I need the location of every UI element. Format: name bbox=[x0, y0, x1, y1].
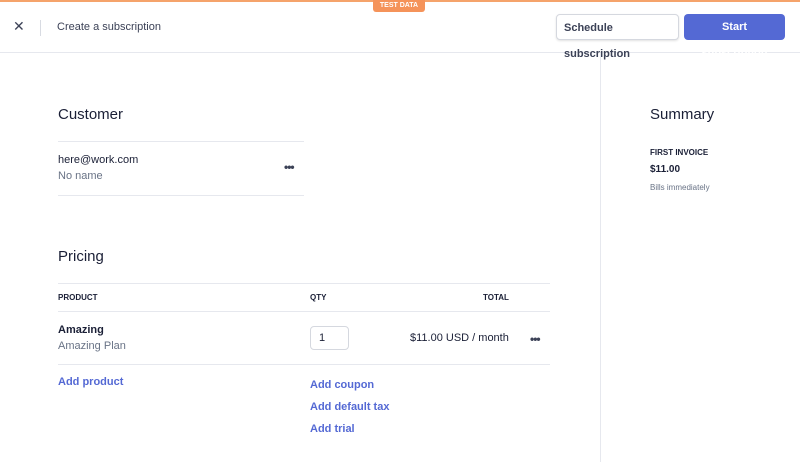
divider bbox=[58, 364, 550, 365]
row-total: $11.00 USD / month bbox=[410, 332, 509, 344]
schedule-subscription-button[interactable]: Schedule subscription bbox=[556, 14, 679, 60]
customer-email: here@work.com bbox=[58, 154, 139, 166]
page-title: Create a subscription bbox=[57, 21, 161, 33]
column-product: PRODUCT bbox=[58, 293, 98, 302]
plan-name: Amazing Plan bbox=[58, 340, 126, 352]
first-invoice-label: FIRST INVOICE bbox=[650, 148, 709, 157]
divider bbox=[58, 311, 550, 312]
row-more-icon[interactable]: ••• bbox=[530, 332, 541, 346]
summary-heading: Summary bbox=[650, 106, 715, 123]
add-product-link[interactable]: Add product bbox=[58, 376, 124, 388]
add-coupon-link[interactable]: Add coupon bbox=[310, 379, 375, 391]
pricing-heading: Pricing bbox=[58, 248, 104, 265]
add-default-tax-link[interactable]: Add default tax bbox=[310, 401, 390, 413]
billing-note: Bills immediately bbox=[650, 183, 710, 192]
quantity-input[interactable] bbox=[310, 326, 349, 350]
customer-more-icon[interactable]: ••• bbox=[284, 160, 295, 174]
start-subscription-button[interactable]: Start subscription bbox=[684, 14, 785, 59]
column-total: TOTAL bbox=[483, 293, 509, 302]
product-name: Amazing bbox=[58, 324, 104, 336]
customer-heading: Customer bbox=[58, 106, 124, 123]
divider bbox=[40, 20, 41, 36]
close-icon[interactable]: ✕ bbox=[13, 18, 25, 34]
column-qty: QTY bbox=[310, 293, 327, 302]
divider bbox=[58, 195, 304, 196]
divider bbox=[58, 141, 304, 142]
summary-divider bbox=[600, 53, 601, 462]
add-trial-link[interactable]: Add trial bbox=[310, 423, 355, 435]
first-invoice-amount: $11.00 bbox=[650, 164, 681, 175]
divider bbox=[58, 283, 550, 284]
test-data-badge: TEST DATA bbox=[373, 0, 425, 12]
header: ✕ Create a subscription Schedule subscri… bbox=[0, 2, 800, 60]
customer-name: No name bbox=[58, 170, 103, 182]
